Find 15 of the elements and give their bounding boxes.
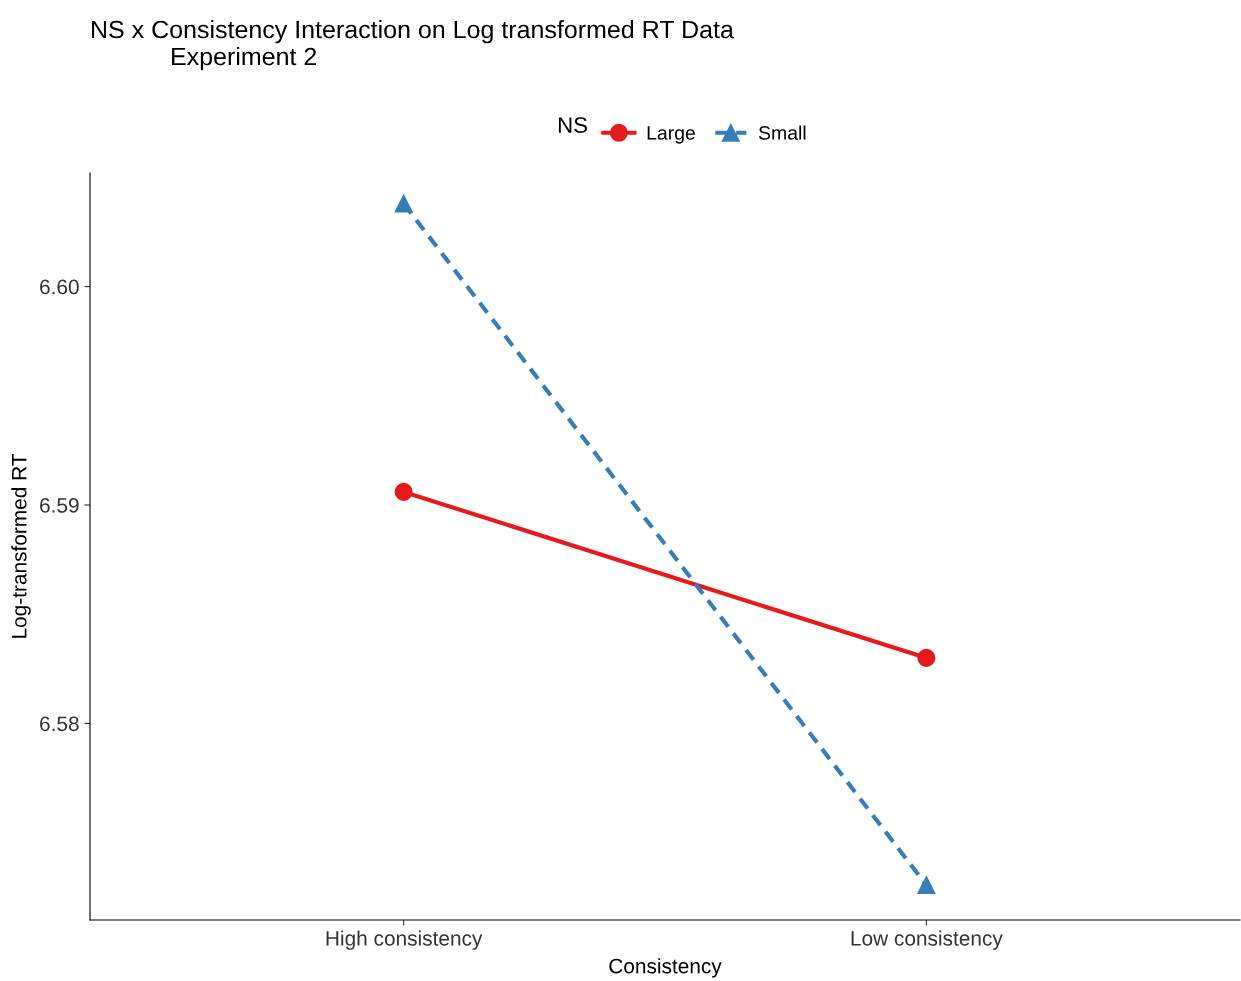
legend-label: Large [647,126,695,144]
point [917,876,936,895]
legend-title: NS [558,117,587,133]
x-axis-title: Consistency [609,958,722,978]
y-axis-title: Log-transformed RT [11,453,31,638]
point [917,648,936,667]
point [394,194,413,213]
y-tick-label: 6.58 [40,716,79,732]
legend-label: Small [758,125,806,140]
point [394,482,413,501]
chart-title: NS x Consistency Interaction on Log transformed RT Data Experiment 2 [92,20,734,71]
y-tick-label: 6.60 [40,279,79,295]
y-tick-label: 6.59 [40,498,79,513]
x-tick-label: High consistency [326,930,483,950]
x-tick-label: Low consistency [851,930,1003,950]
